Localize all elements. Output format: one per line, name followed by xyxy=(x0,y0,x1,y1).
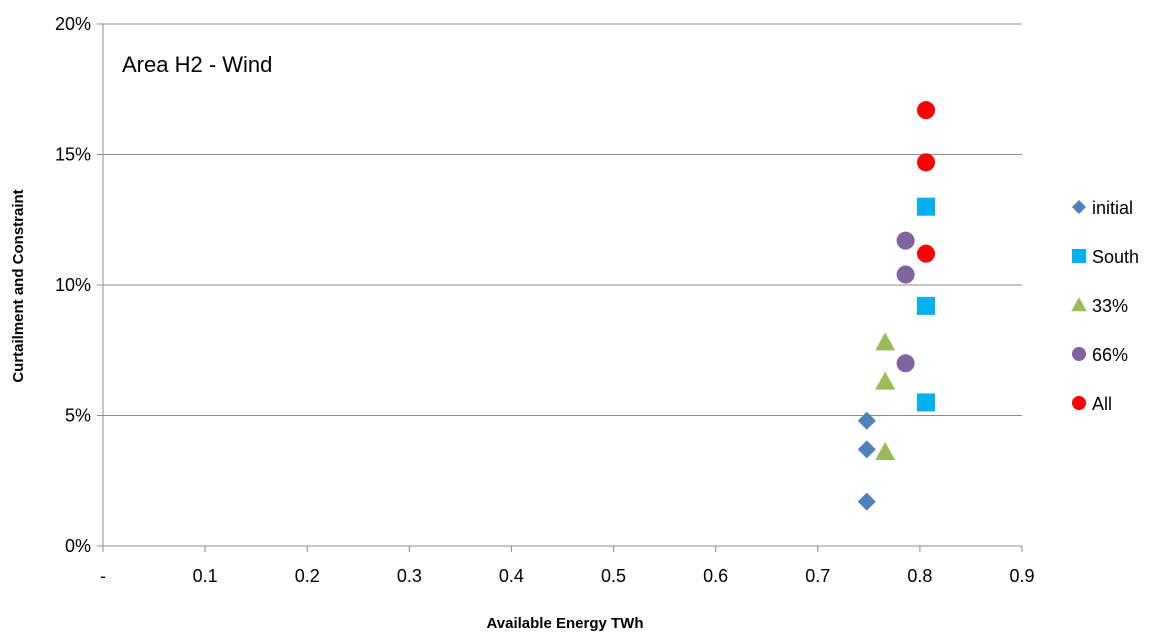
x-tick-label-0: - xyxy=(100,566,106,586)
x-axis-title: Available Energy TWh xyxy=(487,615,644,632)
legend-marker-1 xyxy=(1071,248,1087,264)
data-points xyxy=(857,101,936,511)
legend-marker-3 xyxy=(1071,346,1087,362)
point-33pct-0 xyxy=(875,332,896,351)
x-axis-ticks: - 0.1 0.2 0.3 0.4 0.5 0.6 0.7 0.8 0.9 xyxy=(100,546,1035,586)
x-tick-label-6: 0.6 xyxy=(703,566,728,586)
y-tick-label-4: 20% xyxy=(55,14,91,34)
y-tick-label-2: 10% xyxy=(55,275,91,295)
point-initial-1 xyxy=(857,440,876,459)
point-66pct-0 xyxy=(896,231,915,250)
x-tick-label-8: 0.8 xyxy=(907,566,932,586)
point-all-2 xyxy=(917,244,936,263)
point-all-0 xyxy=(917,101,936,120)
point-66pct-1 xyxy=(896,265,915,284)
point-all-1 xyxy=(917,153,936,172)
x-tick-label-5: 0.5 xyxy=(601,566,626,586)
legend-marker-2 xyxy=(1071,297,1087,312)
point-south-1 xyxy=(917,296,936,315)
gridlines xyxy=(103,23,1022,416)
point-south-0 xyxy=(917,197,936,216)
y-axis-title: Curtailment and Constraint xyxy=(10,189,27,382)
x-tick-label-9: 0.9 xyxy=(1009,566,1034,586)
x-tick-label-3: 0.3 xyxy=(397,566,422,586)
x-tick-label-1: 0.1 xyxy=(193,566,218,586)
legend-label-2: 33% xyxy=(1092,296,1128,316)
point-33pct-1 xyxy=(875,371,896,390)
y-tick-label-1: 5% xyxy=(65,406,91,426)
y-tick-label-3: 15% xyxy=(55,145,91,165)
point-initial-0 xyxy=(857,411,876,430)
y-tick-label-0: 0% xyxy=(65,536,91,556)
chart-title: Area H2 - Wind xyxy=(122,52,272,77)
point-south-2 xyxy=(917,393,936,412)
legend-label-0: initial xyxy=(1092,198,1133,218)
legend-marker-4 xyxy=(1071,395,1087,411)
legend-label-1: South xyxy=(1092,247,1139,267)
x-tick-label-4: 0.4 xyxy=(499,566,524,586)
x-tick-label-2: 0.2 xyxy=(295,566,320,586)
legend-label-4: All xyxy=(1092,394,1112,414)
point-66pct-2 xyxy=(896,354,915,373)
point-33pct-2 xyxy=(875,442,896,461)
y-axis-ticks: 0% 5% 10% 15% 20% xyxy=(55,14,103,556)
legend-label-3: 66% xyxy=(1092,345,1128,365)
legend-marker-0 xyxy=(1071,199,1087,215)
x-tick-label-7: 0.7 xyxy=(805,566,830,586)
legend: initial South 33% 66% All xyxy=(1071,198,1139,414)
point-initial-2 xyxy=(857,492,876,511)
